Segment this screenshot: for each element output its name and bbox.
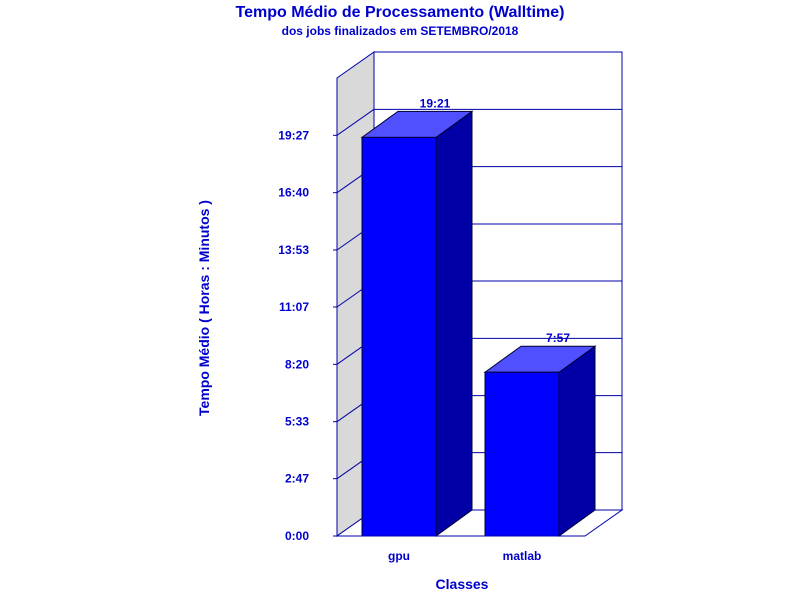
chart-title: Tempo Médio de Processamento (Walltime): [236, 4, 565, 21]
bar-gpu: [361, 136, 437, 537]
y-tick-label: 13:53: [278, 243, 309, 257]
bar-value-label: 7:57: [546, 331, 570, 345]
y-tick-label: 5:33: [285, 415, 309, 429]
bar-matlab: [484, 371, 560, 537]
y-tick-label: 11:07: [279, 300, 309, 314]
x-tick-label: gpu: [388, 549, 410, 563]
chart-subtitle: dos jobs finalizados em SETEMBRO/2018: [282, 24, 519, 38]
x-tick-label: matlab: [503, 549, 542, 563]
y-tick-label: 19:27: [278, 128, 309, 142]
x-axis-label: Classes: [436, 576, 489, 592]
plot-area: 0:00 2:47 5:33 8:20 11:07 13:53 16:40 19:27 19:2…: [278, 51, 624, 563]
y-tick-label: 0:00: [285, 529, 309, 543]
bar-side-gpu: [435, 110, 473, 537]
y-tick-label: 16:40: [278, 186, 309, 200]
gridline-side: [336, 108, 375, 136]
y-axis-label: Tempo Médio ( Horas : Minutos ): [196, 200, 212, 416]
bar-value-label: 19:21: [420, 96, 451, 110]
y-tick-label: 8:20: [285, 357, 309, 371]
bar-side-matlab: [558, 345, 596, 537]
y-tick-label: 2:47: [285, 472, 309, 486]
